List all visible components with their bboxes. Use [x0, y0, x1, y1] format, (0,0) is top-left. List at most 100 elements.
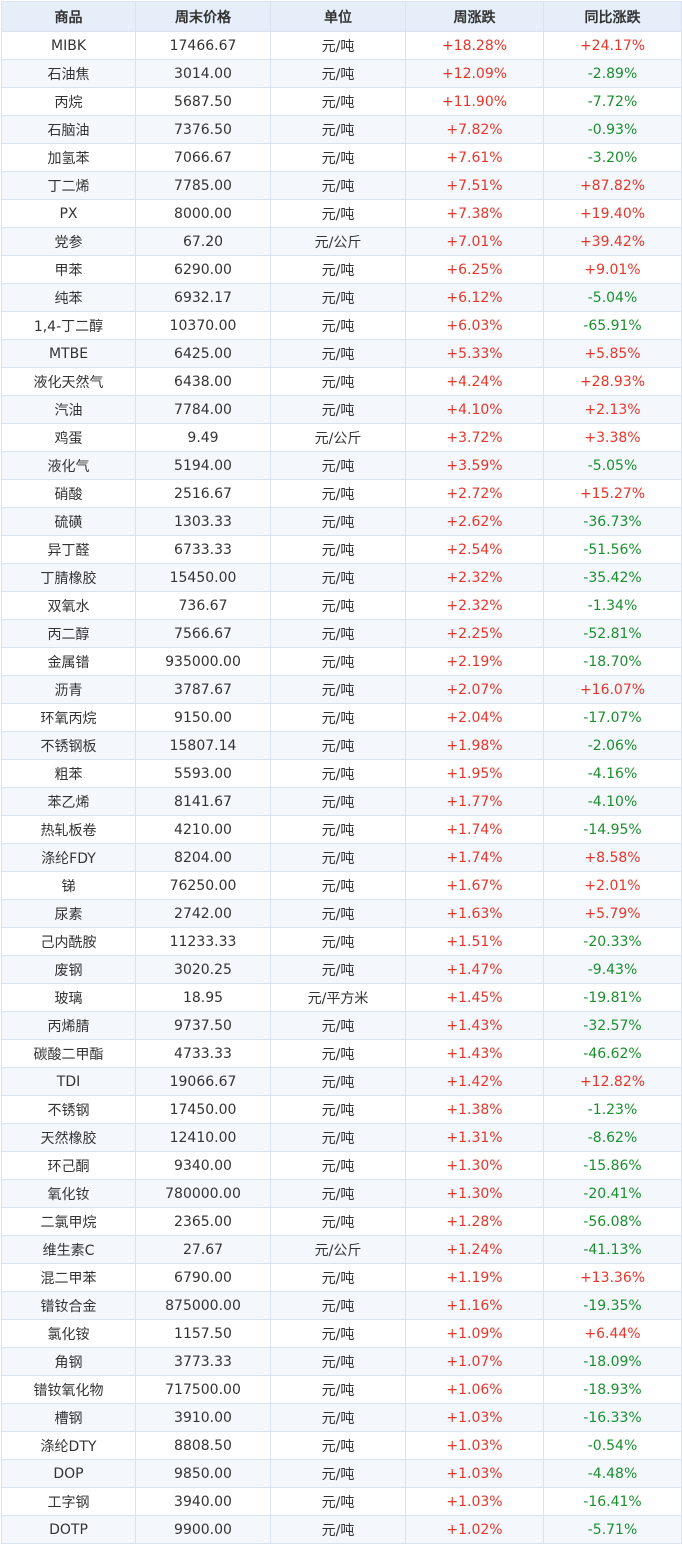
- weekly-change-cell: +2.32%: [405, 563, 544, 592]
- yoy-change-cell: -17.07%: [543, 703, 682, 732]
- commodity-cell: 硝酸: [1, 479, 136, 508]
- commodity-cell: 己内酰胺: [1, 927, 136, 956]
- table-row: 液化天然气 6438.00 元/吨 +4.24% +28.93%: [1, 367, 682, 396]
- weekly-change-cell: +2.72%: [405, 479, 544, 508]
- table-row: 尿素 2742.00 元/吨 +1.63% +5.79%: [1, 899, 682, 928]
- yoy-change-cell: +5.85%: [543, 339, 682, 368]
- unit-cell: 元/吨: [270, 675, 406, 704]
- commodity-cell: DOP: [1, 1459, 136, 1488]
- table-row: 涤纶FDY 8204.00 元/吨 +1.74% +8.58%: [1, 843, 682, 872]
- commodity-cell: 硫磺: [1, 507, 136, 536]
- unit-cell: 元/平方米: [270, 983, 406, 1012]
- table-body: MIBK 17466.67 元/吨 +18.28% +24.17% 石油焦 3014.00 元…: [1, 31, 682, 1544]
- commodity-cell: 1,4-丁二醇: [1, 311, 136, 340]
- price-cell: 9737.50: [135, 1011, 271, 1040]
- weekly-change-cell: +3.59%: [405, 451, 544, 480]
- commodity-cell: 石脑油: [1, 115, 136, 144]
- yoy-change-cell: +12.82%: [543, 1067, 682, 1096]
- price-cell: 11233.33: [135, 927, 271, 956]
- unit-cell: 元/吨: [270, 507, 406, 536]
- table-header-row: 商品 周末价格 单位 周涨跌 同比涨跌: [1, 1, 682, 32]
- yoy-change-cell: -5.71%: [543, 1515, 682, 1544]
- unit-cell: 元/吨: [270, 1123, 406, 1152]
- unit-cell: 元/吨: [270, 1207, 406, 1236]
- weekly-change-cell: +1.16%: [405, 1291, 544, 1320]
- table-row: 石油焦 3014.00 元/吨 +12.09% -2.89%: [1, 59, 682, 88]
- weekly-change-cell: +18.28%: [405, 31, 544, 60]
- price-cell: 9340.00: [135, 1151, 271, 1180]
- yoy-change-cell: -16.33%: [543, 1403, 682, 1432]
- yoy-change-cell: +15.27%: [543, 479, 682, 508]
- yoy-change-cell: -9.43%: [543, 955, 682, 984]
- weekly-change-cell: +7.01%: [405, 227, 544, 256]
- weekly-change-cell: +1.24%: [405, 1235, 544, 1264]
- yoy-change-cell: +39.42%: [543, 227, 682, 256]
- price-cell: 9.49: [135, 423, 271, 452]
- yoy-change-cell: -4.48%: [543, 1459, 682, 1488]
- weekly-change-cell: +1.38%: [405, 1095, 544, 1124]
- unit-cell: 元/吨: [270, 759, 406, 788]
- commodity-cell: 涤纶DTY: [1, 1431, 136, 1460]
- table-row: 工字钢 3940.00 元/吨 +1.03% -16.41%: [1, 1487, 682, 1516]
- price-cell: 8808.50: [135, 1431, 271, 1460]
- price-cell: 736.67: [135, 591, 271, 620]
- commodity-cell: 玻璃: [1, 983, 136, 1012]
- yoy-change-cell: +2.01%: [543, 871, 682, 900]
- commodity-cell: 热轧板卷: [1, 815, 136, 844]
- unit-cell: 元/吨: [270, 255, 406, 284]
- yoy-change-cell: +5.79%: [543, 899, 682, 928]
- unit-cell: 元/吨: [270, 899, 406, 928]
- price-cell: 2742.00: [135, 899, 271, 928]
- table-row: 双氧水 736.67 元/吨 +2.32% -1.34%: [1, 591, 682, 620]
- table-row: 碳酸二甲酯 4733.33 元/吨 +1.43% -46.62%: [1, 1039, 682, 1068]
- table-row: 镨钕氧化物 717500.00 元/吨 +1.06% -18.93%: [1, 1375, 682, 1404]
- price-cell: 935000.00: [135, 647, 271, 676]
- commodity-cell: 不锈钢: [1, 1095, 136, 1124]
- unit-cell: 元/吨: [270, 87, 406, 116]
- commodity-cell: 双氧水: [1, 591, 136, 620]
- weekly-change-cell: +1.67%: [405, 871, 544, 900]
- unit-cell: 元/吨: [270, 143, 406, 172]
- yoy-change-cell: +2.13%: [543, 395, 682, 424]
- price-cell: 2365.00: [135, 1207, 271, 1236]
- commodity-cell: TDI: [1, 1067, 136, 1096]
- commodity-cell: 丁二烯: [1, 171, 136, 200]
- yoy-change-cell: -20.33%: [543, 927, 682, 956]
- table-row: 不锈钢板 15807.14 元/吨 +1.98% -2.06%: [1, 731, 682, 760]
- unit-cell: 元/吨: [270, 703, 406, 732]
- header-yoy-change: 同比涨跌: [543, 1, 682, 32]
- yoy-change-cell: -15.86%: [543, 1151, 682, 1180]
- table-row: 硝酸 2516.67 元/吨 +2.72% +15.27%: [1, 479, 682, 508]
- table-row: 镨钕合金 875000.00 元/吨 +1.16% -19.35%: [1, 1291, 682, 1320]
- table-row: 丙二醇 7566.67 元/吨 +2.25% -52.81%: [1, 619, 682, 648]
- weekly-change-cell: +1.03%: [405, 1487, 544, 1516]
- unit-cell: 元/吨: [270, 927, 406, 956]
- price-cell: 9150.00: [135, 703, 271, 732]
- weekly-change-cell: +6.25%: [405, 255, 544, 284]
- weekly-change-cell: +1.43%: [405, 1039, 544, 1068]
- commodity-cell: 汽油: [1, 395, 136, 424]
- yoy-change-cell: -14.95%: [543, 815, 682, 844]
- table-row: 维生素C 27.67 元/公斤 +1.24% -41.13%: [1, 1235, 682, 1264]
- unit-cell: 元/吨: [270, 1515, 406, 1544]
- header-weekly-change: 周涨跌: [405, 1, 544, 32]
- table-row: 角钢 3773.33 元/吨 +1.07% -18.09%: [1, 1347, 682, 1376]
- weekly-change-cell: +1.03%: [405, 1431, 544, 1460]
- weekly-change-cell: +1.19%: [405, 1263, 544, 1292]
- table-row: 丁腈橡胶 15450.00 元/吨 +2.32% -35.42%: [1, 563, 682, 592]
- weekly-change-cell: +1.74%: [405, 843, 544, 872]
- price-cell: 18.95: [135, 983, 271, 1012]
- commodity-cell: 纯苯: [1, 283, 136, 312]
- commodity-cell: 苯乙烯: [1, 787, 136, 816]
- commodity-cell: 粗苯: [1, 759, 136, 788]
- yoy-change-cell: -1.34%: [543, 591, 682, 620]
- price-cell: 3910.00: [135, 1403, 271, 1432]
- yoy-change-cell: +87.82%: [543, 171, 682, 200]
- yoy-change-cell: -20.41%: [543, 1179, 682, 1208]
- unit-cell: 元/吨: [270, 171, 406, 200]
- unit-cell: 元/吨: [270, 1179, 406, 1208]
- price-cell: 9900.00: [135, 1515, 271, 1544]
- commodity-cell: 维生素C: [1, 1235, 136, 1264]
- weekly-change-cell: +2.32%: [405, 591, 544, 620]
